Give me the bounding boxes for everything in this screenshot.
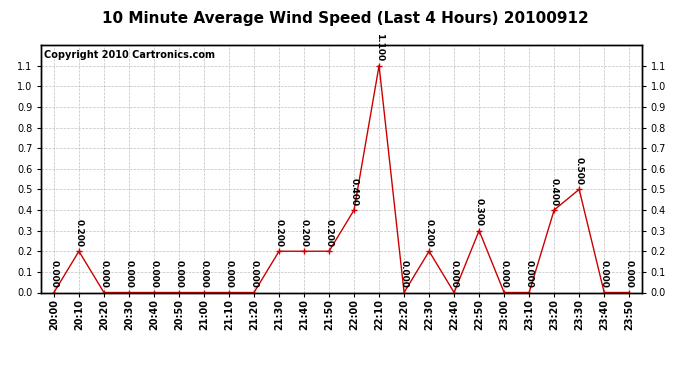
- Text: 0.300: 0.300: [475, 198, 484, 226]
- Text: 0.400: 0.400: [550, 178, 559, 206]
- Text: 0.000: 0.000: [450, 261, 459, 288]
- Text: 0.000: 0.000: [624, 261, 633, 288]
- Text: 0.000: 0.000: [600, 261, 609, 288]
- Text: 0.500: 0.500: [575, 157, 584, 185]
- Text: 0.000: 0.000: [175, 261, 184, 288]
- Text: 0.200: 0.200: [299, 219, 308, 247]
- Text: 0.000: 0.000: [500, 261, 509, 288]
- Text: 0.000: 0.000: [250, 261, 259, 288]
- Text: 0.200: 0.200: [275, 219, 284, 247]
- Text: 0.200: 0.200: [424, 219, 433, 247]
- Text: 0.000: 0.000: [124, 261, 133, 288]
- Text: 0.000: 0.000: [150, 261, 159, 288]
- Text: 0.200: 0.200: [324, 219, 333, 247]
- Text: 0.000: 0.000: [50, 261, 59, 288]
- Text: Copyright 2010 Cartronics.com: Copyright 2010 Cartronics.com: [44, 50, 215, 60]
- Text: 0.000: 0.000: [524, 261, 533, 288]
- Text: 0.000: 0.000: [199, 261, 208, 288]
- Text: 0.200: 0.200: [75, 219, 83, 247]
- Text: 0.000: 0.000: [224, 261, 233, 288]
- Text: 0.000: 0.000: [99, 261, 108, 288]
- Text: 0.000: 0.000: [400, 261, 408, 288]
- Text: 1.100: 1.100: [375, 33, 384, 62]
- Text: 0.400: 0.400: [350, 178, 359, 206]
- Text: 10 Minute Average Wind Speed (Last 4 Hours) 20100912: 10 Minute Average Wind Speed (Last 4 Hou…: [101, 11, 589, 26]
